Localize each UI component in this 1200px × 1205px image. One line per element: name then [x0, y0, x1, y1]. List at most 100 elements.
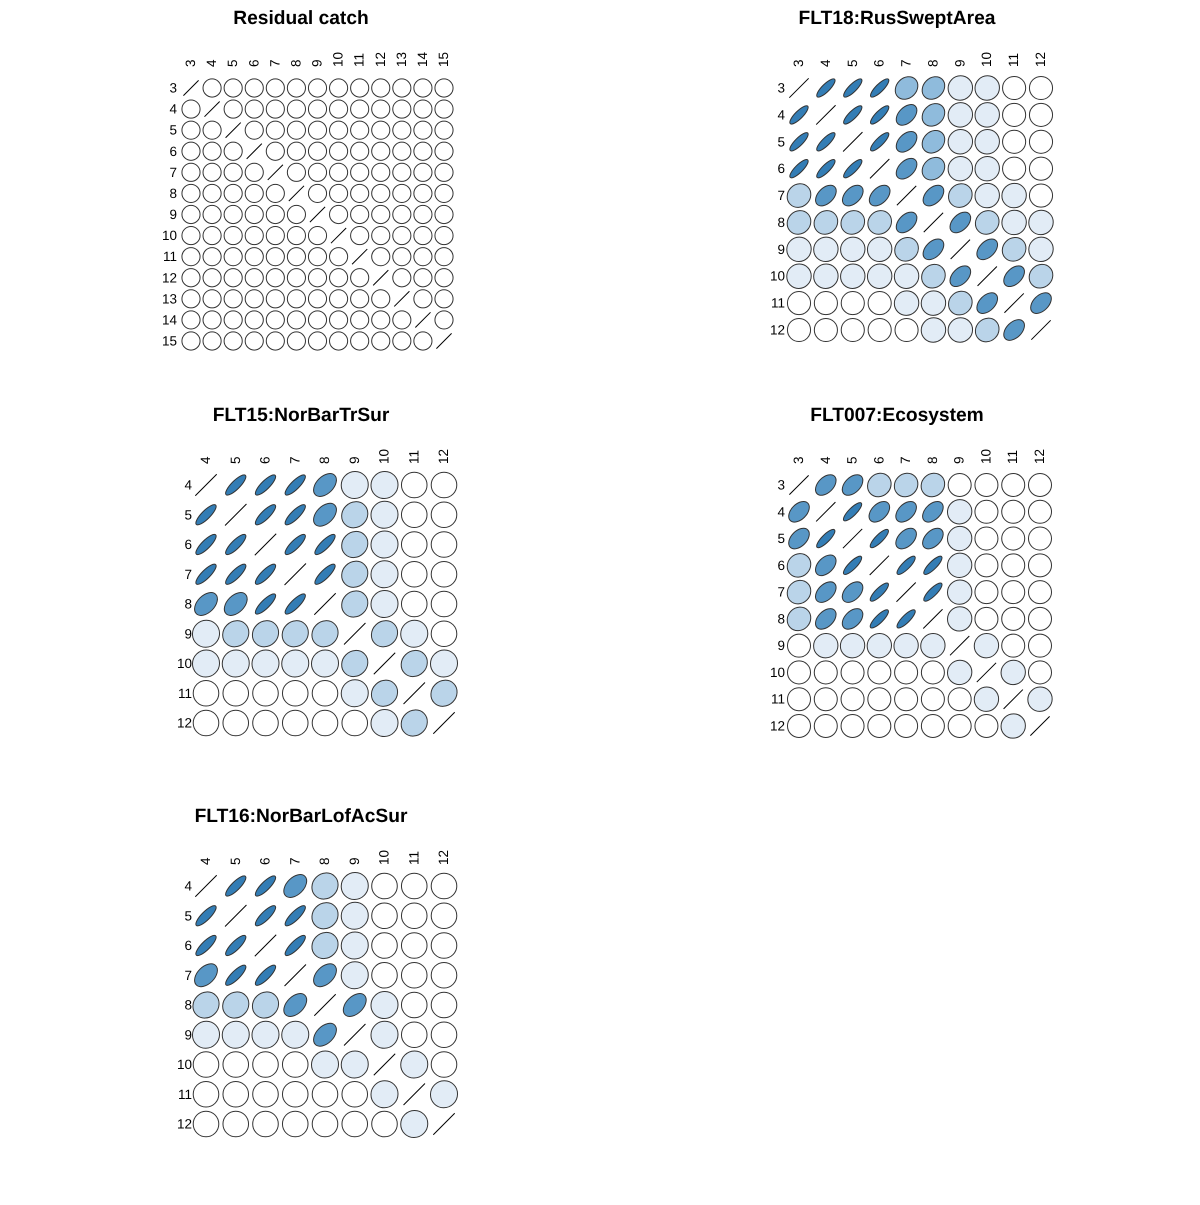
- svg-text:7: 7: [899, 59, 914, 67]
- svg-text:11: 11: [1005, 450, 1020, 464]
- svg-text:8: 8: [777, 215, 785, 230]
- svg-text:6: 6: [169, 144, 177, 159]
- svg-text:7: 7: [287, 456, 302, 464]
- svg-text:8: 8: [288, 59, 303, 67]
- svg-text:4: 4: [198, 857, 213, 865]
- svg-text:4: 4: [198, 456, 213, 464]
- svg-text:10: 10: [162, 228, 177, 243]
- svg-text:3: 3: [791, 59, 806, 67]
- svg-text:8: 8: [925, 59, 940, 67]
- svg-text:8: 8: [184, 597, 192, 612]
- svg-text:8: 8: [169, 186, 177, 201]
- svg-text:12: 12: [770, 719, 785, 734]
- svg-text:6: 6: [872, 59, 887, 67]
- svg-text:FLT18:RusSweptArea: FLT18:RusSweptArea: [799, 8, 996, 29]
- svg-text:10: 10: [979, 52, 994, 67]
- svg-text:5: 5: [225, 59, 240, 67]
- svg-text:6: 6: [246, 59, 261, 67]
- svg-text:12: 12: [177, 716, 192, 731]
- svg-text:7: 7: [169, 165, 177, 180]
- svg-text:11: 11: [178, 1087, 192, 1102]
- svg-text:7: 7: [287, 857, 302, 865]
- svg-text:9: 9: [952, 59, 967, 67]
- svg-text:8: 8: [317, 456, 332, 464]
- svg-text:13: 13: [162, 291, 177, 306]
- svg-text:12: 12: [436, 850, 451, 865]
- svg-text:7: 7: [267, 59, 282, 67]
- svg-text:5: 5: [845, 456, 860, 464]
- svg-text:5: 5: [169, 123, 177, 138]
- svg-text:11: 11: [352, 53, 367, 67]
- svg-text:11: 11: [178, 686, 192, 701]
- svg-text:13: 13: [394, 52, 409, 67]
- svg-text:6: 6: [258, 857, 273, 865]
- svg-text:11: 11: [406, 450, 421, 464]
- svg-text:6: 6: [258, 456, 273, 464]
- svg-text:3: 3: [777, 478, 785, 493]
- svg-text:14: 14: [415, 51, 430, 67]
- svg-text:9: 9: [777, 638, 785, 653]
- svg-text:15: 15: [162, 334, 177, 349]
- svg-text:9: 9: [184, 626, 192, 641]
- svg-text:12: 12: [162, 270, 177, 285]
- svg-text:7: 7: [184, 567, 192, 582]
- svg-text:12: 12: [1032, 449, 1047, 464]
- svg-text:10: 10: [770, 269, 785, 284]
- svg-text:8: 8: [317, 857, 332, 865]
- svg-text:7: 7: [898, 456, 913, 464]
- svg-text:6: 6: [184, 938, 192, 953]
- svg-text:6: 6: [777, 558, 785, 573]
- svg-text:4: 4: [169, 102, 177, 117]
- svg-text:11: 11: [1006, 53, 1021, 67]
- svg-text:10: 10: [177, 656, 192, 671]
- svg-text:14: 14: [162, 312, 178, 327]
- svg-text:3: 3: [169, 81, 177, 96]
- svg-text:3: 3: [791, 456, 806, 464]
- svg-text:7: 7: [777, 188, 785, 203]
- svg-text:5: 5: [228, 456, 243, 464]
- svg-text:4: 4: [184, 879, 192, 894]
- svg-text:4: 4: [184, 478, 192, 493]
- svg-text:FLT007:Ecosystem: FLT007:Ecosystem: [810, 405, 983, 426]
- svg-text:3: 3: [183, 59, 198, 67]
- svg-text:10: 10: [377, 449, 392, 464]
- svg-text:FLT16:NorBarLofAcSur: FLT16:NorBarLofAcSur: [195, 806, 408, 827]
- svg-text:9: 9: [347, 456, 362, 464]
- svg-text:4: 4: [204, 59, 219, 67]
- svg-text:FLT15:NorBarTrSur: FLT15:NorBarTrSur: [213, 405, 390, 426]
- svg-text:9: 9: [310, 59, 325, 67]
- svg-text:6: 6: [184, 537, 192, 552]
- svg-text:11: 11: [163, 249, 177, 264]
- svg-text:8: 8: [925, 456, 940, 464]
- svg-text:9: 9: [347, 857, 362, 865]
- svg-text:9: 9: [952, 456, 967, 464]
- svg-text:5: 5: [777, 134, 785, 149]
- svg-text:6: 6: [777, 161, 785, 176]
- svg-text:4: 4: [818, 456, 833, 464]
- svg-text:5: 5: [228, 857, 243, 865]
- svg-text:4: 4: [777, 107, 785, 122]
- svg-text:11: 11: [406, 851, 421, 865]
- svg-text:12: 12: [436, 449, 451, 464]
- svg-text:4: 4: [818, 59, 833, 67]
- svg-text:10: 10: [377, 850, 392, 865]
- svg-text:10: 10: [978, 449, 993, 464]
- svg-text:11: 11: [771, 296, 785, 311]
- svg-text:6: 6: [871, 456, 886, 464]
- svg-text:5: 5: [184, 908, 192, 923]
- svg-text:5: 5: [845, 59, 860, 67]
- svg-text:5: 5: [777, 531, 785, 546]
- svg-text:9: 9: [184, 1027, 192, 1042]
- svg-text:10: 10: [331, 52, 346, 67]
- svg-text:12: 12: [177, 1117, 192, 1132]
- svg-text:9: 9: [777, 242, 785, 257]
- svg-text:8: 8: [777, 611, 785, 626]
- svg-text:9: 9: [169, 207, 177, 222]
- svg-text:12: 12: [373, 52, 388, 67]
- svg-text:12: 12: [1033, 52, 1048, 67]
- svg-text:Residual catch: Residual catch: [233, 8, 368, 29]
- svg-text:4: 4: [777, 504, 785, 519]
- svg-text:5: 5: [184, 507, 192, 522]
- svg-text:10: 10: [177, 1057, 192, 1072]
- svg-text:3: 3: [777, 81, 785, 96]
